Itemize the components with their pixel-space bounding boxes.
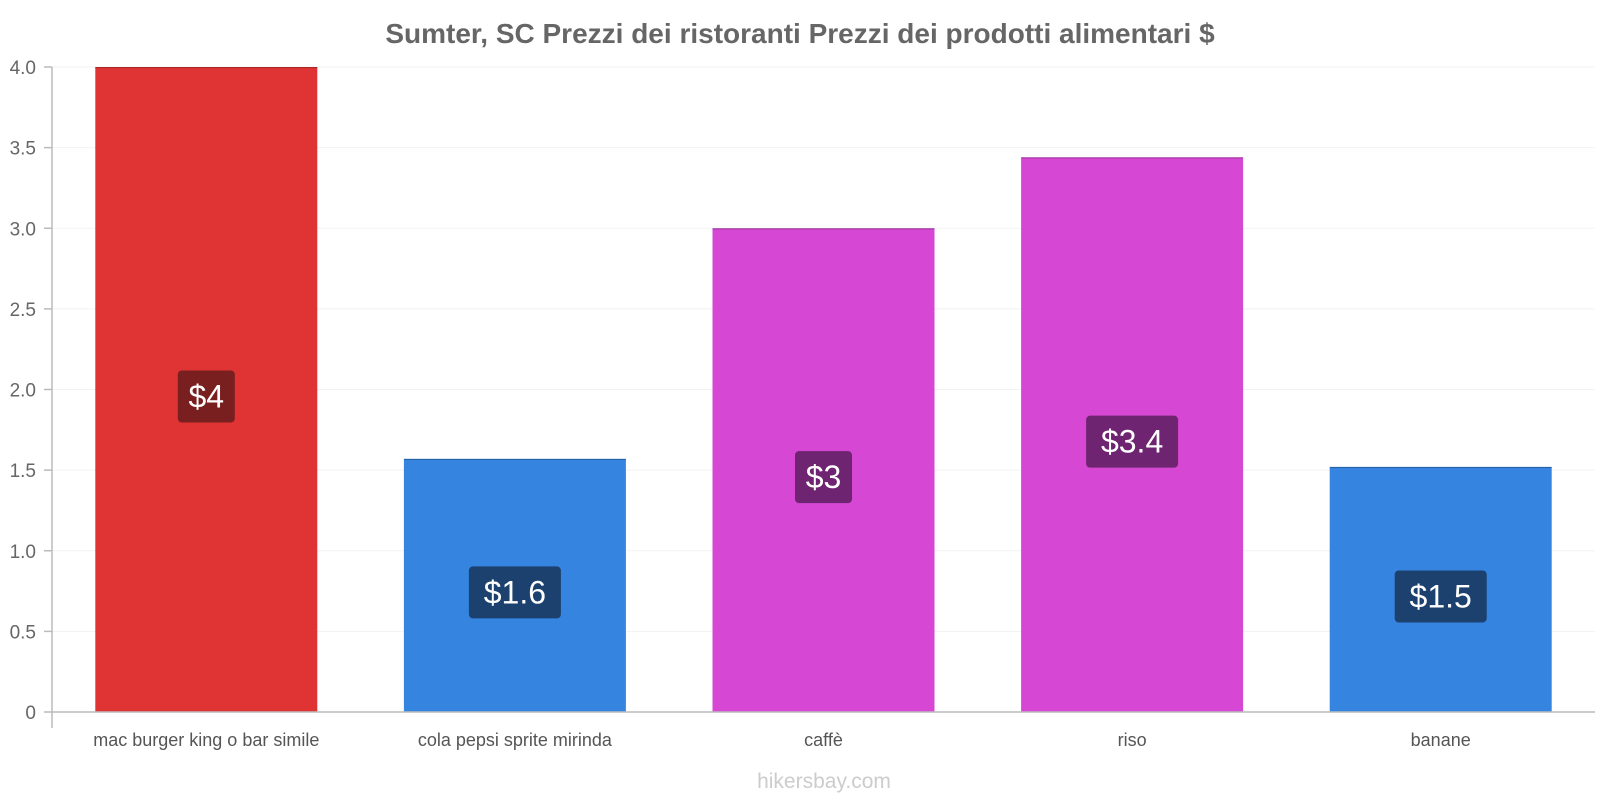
bar-top-edge — [1021, 157, 1244, 159]
y-tick-label: 3.5 — [10, 139, 36, 160]
value-label-box — [1394, 570, 1487, 623]
chart-title: Sumter, SC Prezzi dei ristoranti Prezzi … — [385, 18, 1215, 49]
value-labels: $4 $1.6 $3 $3.4 $1.5 — [177, 370, 1487, 623]
y-tick-label: 3.0 — [10, 219, 36, 240]
y-tick-label: 1.5 — [10, 461, 36, 482]
y-tick-label: 4.0 — [10, 58, 36, 79]
value-label: $4 — [189, 379, 225, 415]
x-axis-labels: mac burger king o bar simile cola pepsi s… — [93, 730, 1470, 750]
value-label-box — [795, 451, 852, 504]
site-credit: hikersbay.com — [757, 770, 891, 793]
y-tick-label: 2.0 — [10, 381, 36, 402]
bar-top-edge — [712, 228, 935, 230]
x-category-label: cola pepsi sprite mirinda — [418, 730, 613, 750]
x-category-label: caffè — [804, 730, 843, 750]
axes — [51, 67, 1595, 728]
y-tick-label: 1.0 — [10, 542, 36, 563]
value-label-box — [177, 370, 235, 423]
y-axis-ticks: 0 0.5 1.0 1.5 2.0 2.5 3.0 3.5 4.0 — [10, 58, 52, 724]
value-label: $1.6 — [484, 574, 546, 610]
value-label: $3 — [806, 459, 842, 495]
value-label-box — [1086, 415, 1179, 468]
y-tick-label: 0.5 — [10, 622, 36, 643]
bar-top-edge — [403, 458, 626, 461]
x-category-label: banane — [1411, 730, 1471, 750]
x-category-label: riso — [1118, 730, 1147, 750]
value-label-box — [468, 566, 561, 619]
y-tick-label: 0 — [25, 703, 36, 724]
bar-top-edge — [1329, 466, 1552, 469]
bar-top-edge — [95, 67, 318, 69]
value-label: $3.4 — [1101, 424, 1163, 460]
value-label: $1.5 — [1410, 578, 1472, 614]
x-category-label: mac burger king o bar simile — [93, 730, 319, 750]
y-tick-label: 2.5 — [10, 300, 36, 321]
